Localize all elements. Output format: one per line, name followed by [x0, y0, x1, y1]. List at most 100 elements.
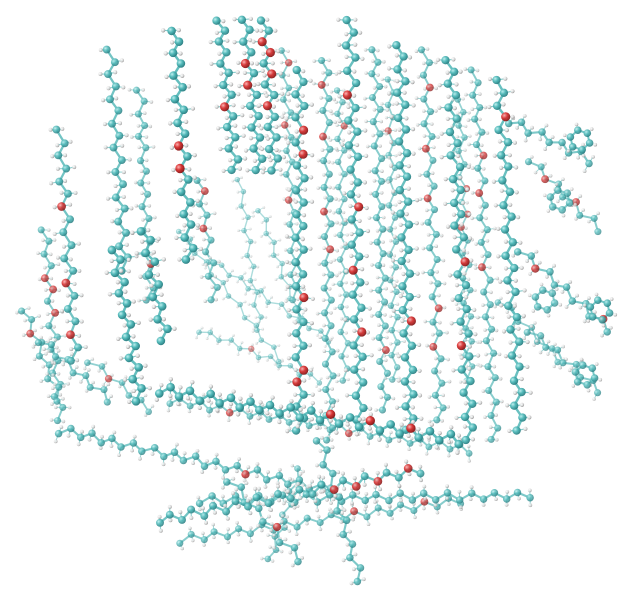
hydrogen-atom — [139, 375, 144, 380]
carbon-atom — [252, 90, 262, 100]
hydrogen-atom — [320, 148, 325, 152]
hydrogen-atom — [65, 293, 70, 298]
hydrogen-atom — [466, 118, 471, 122]
hydrogen-atom — [309, 175, 314, 180]
carbon-atom — [468, 489, 476, 497]
carbon-atom — [546, 193, 555, 201]
hydrogen-atom — [578, 194, 583, 198]
hydrogen-atom — [446, 142, 451, 147]
carbon-atom — [43, 297, 52, 305]
oxygen-atom — [49, 285, 58, 294]
carbon-atom — [275, 358, 282, 365]
hydrogen-atom — [293, 320, 298, 325]
carbon-atom — [291, 353, 300, 362]
hydrogen-atom — [283, 248, 288, 252]
carbon-atom — [373, 238, 381, 246]
hydrogen-atom — [254, 315, 258, 319]
carbon-atom — [245, 25, 254, 34]
hydrogen-atom — [293, 199, 298, 204]
hydrogen-atom — [442, 281, 447, 286]
carbon-atom — [379, 225, 387, 233]
hydrogen-atom — [268, 231, 272, 235]
carbon-atom — [200, 536, 208, 544]
hydrogen-atom — [147, 204, 152, 208]
hydrogen-atom — [525, 339, 530, 345]
hydrogen-atom — [341, 138, 345, 142]
carbon-atom — [299, 198, 308, 207]
hydrogen-atom — [301, 69, 306, 74]
hydrogen-atom — [332, 211, 336, 215]
hydrogen-atom — [23, 318, 27, 323]
hydrogen-atom — [118, 384, 122, 389]
carbon-atom — [320, 233, 329, 241]
hydrogen-atom — [363, 96, 367, 101]
carbon-atom — [393, 65, 402, 74]
hydrogen-atom — [285, 515, 289, 519]
hydrogen-atom — [498, 376, 503, 381]
hydrogen-atom — [256, 81, 261, 87]
carbon-atom — [74, 343, 82, 352]
carbon-atom — [66, 215, 74, 224]
carbon-atom — [443, 489, 452, 497]
carbon-atom — [145, 214, 153, 223]
hydrogen-atom — [353, 17, 358, 22]
hydrogen-atom — [301, 284, 306, 289]
carbon-atom — [160, 452, 168, 461]
carbon-atom — [353, 127, 362, 136]
carbon-atom — [542, 343, 550, 351]
carbon-atom — [351, 391, 361, 400]
hydrogen-atom — [525, 259, 529, 263]
hydrogen-atom — [329, 438, 334, 442]
hydrogen-atom — [344, 331, 348, 335]
carbon-atom — [174, 392, 184, 401]
hydrogen-atom — [344, 31, 349, 37]
carbon-atom — [178, 82, 187, 92]
carbon-atom — [287, 247, 294, 255]
hydrogen-atom — [447, 379, 452, 384]
hydrogen-atom — [160, 28, 166, 33]
carbon-atom — [492, 398, 500, 406]
carbon-atom — [156, 518, 164, 527]
hydrogen-atom — [52, 238, 57, 242]
oxygen-atom — [425, 83, 434, 92]
hydrogen-atom — [391, 189, 396, 194]
carbon-atom — [456, 317, 465, 326]
carbon-atom — [207, 329, 214, 336]
hydrogen-atom — [497, 352, 502, 357]
hydrogen-atom — [291, 490, 295, 495]
hydrogen-atom — [437, 105, 442, 110]
hydrogen-atom — [184, 143, 189, 148]
hydrogen-atom — [129, 112, 133, 117]
hydrogen-atom — [521, 313, 526, 318]
hydrogen-atom — [251, 214, 255, 218]
carbon-atom — [377, 383, 385, 391]
hydrogen-atom — [532, 343, 536, 347]
hydrogen-atom — [188, 526, 192, 531]
hydrogen-atom — [225, 38, 230, 43]
hydrogen-atom — [573, 202, 578, 207]
hydrogen-atom — [404, 459, 409, 464]
hydrogen-atom — [144, 135, 149, 139]
hydrogen-atom — [292, 343, 297, 348]
hydrogen-atom — [456, 433, 462, 438]
carbon-atom — [459, 233, 468, 242]
carbon-atom — [318, 56, 326, 65]
carbon-atom — [328, 348, 336, 356]
hydrogen-atom — [336, 533, 340, 537]
hydrogen-atom — [315, 508, 319, 513]
hydrogen-atom — [248, 16, 253, 21]
hydrogen-atom — [253, 486, 258, 491]
carbon-atom — [590, 214, 598, 222]
carbon-atom — [576, 211, 584, 219]
hydrogen-atom — [411, 103, 416, 108]
carbon-atom — [275, 538, 284, 547]
hydrogen-atom — [344, 269, 349, 274]
hydrogen-atom — [123, 289, 128, 294]
hydrogen-atom — [464, 92, 468, 97]
hydrogen-atom — [493, 304, 497, 309]
hydrogen-atom — [159, 292, 164, 297]
hydrogen-atom — [277, 307, 281, 311]
carbon-atom — [40, 250, 48, 258]
carbon-atom — [375, 310, 383, 319]
hydrogen-atom — [515, 125, 519, 130]
